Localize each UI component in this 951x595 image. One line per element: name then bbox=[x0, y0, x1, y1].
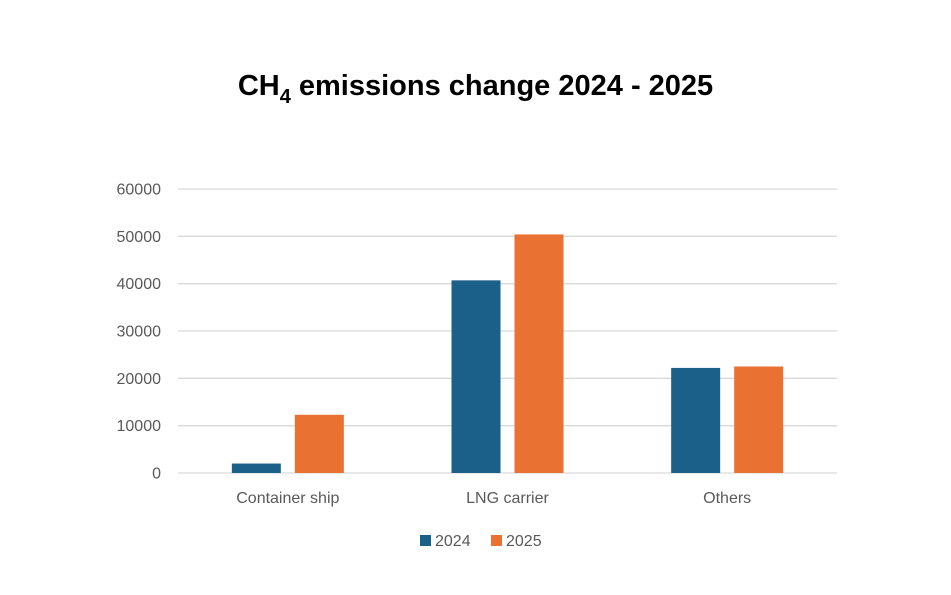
bar-lng-carrier-2025 bbox=[514, 234, 564, 473]
bar-lng-carrier-2024 bbox=[451, 280, 501, 473]
y-tick-label-40000: 40000 bbox=[117, 276, 162, 293]
legend: 2024 2025 bbox=[420, 533, 542, 550]
y-axis-ticks: 0 10000 20000 30000 40000 50000 60000 bbox=[117, 182, 162, 483]
chart-title-subscript: 4 bbox=[279, 86, 291, 108]
bar-container-ship-2024 bbox=[231, 463, 281, 473]
bar-others-2024 bbox=[671, 367, 721, 473]
legend-label-2024: 2024 bbox=[435, 533, 471, 550]
x-axis-categories: Container ship LNG carrier Others bbox=[236, 490, 751, 507]
chart-title: CH4 emissions change 2024 - 2025 bbox=[0, 66, 951, 109]
x-category-label-lng-carrier: LNG carrier bbox=[466, 490, 549, 507]
bars bbox=[231, 234, 784, 473]
x-category-label-container-ship: Container ship bbox=[236, 490, 339, 507]
y-tick-label-30000: 30000 bbox=[117, 324, 162, 341]
y-tick-label-60000: 60000 bbox=[117, 182, 162, 199]
x-category-label-others: Others bbox=[703, 490, 751, 507]
y-tick-label-0: 0 bbox=[152, 466, 161, 483]
y-tick-label-10000: 10000 bbox=[117, 418, 162, 435]
chart-title-rest: emissions change 2024 - 2025 bbox=[290, 70, 714, 102]
gridlines bbox=[178, 188, 837, 474]
y-tick-label-50000: 50000 bbox=[117, 229, 162, 246]
legend-label-2025: 2025 bbox=[506, 533, 542, 550]
bar-others-2025 bbox=[734, 366, 784, 473]
y-tick-label-20000: 20000 bbox=[117, 371, 162, 388]
legend-swatch-2025 bbox=[491, 535, 502, 546]
bar-container-ship-2025 bbox=[294, 414, 344, 473]
chart-title-main: CH bbox=[237, 70, 280, 102]
legend-swatch-2024 bbox=[420, 535, 431, 546]
